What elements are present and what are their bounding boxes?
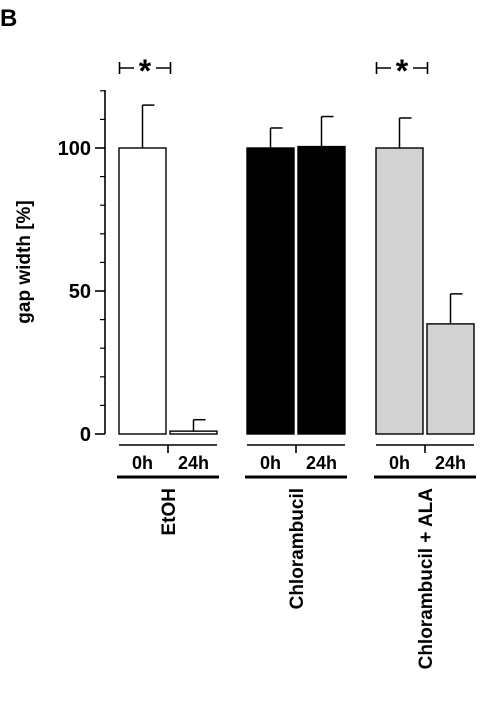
bar [375, 147, 424, 435]
bar [297, 145, 346, 435]
significance-gap [134, 58, 156, 78]
significance-gap [391, 58, 413, 78]
bar-label: 0h [260, 453, 281, 473]
bar [118, 147, 167, 435]
y-tick-label: 0 [80, 424, 91, 446]
bar-label: 24h [178, 453, 209, 473]
y-tick-label: 50 [69, 281, 91, 303]
group-label: Chlorambucil [287, 488, 308, 609]
significance-star: * [139, 53, 152, 89]
bar [426, 323, 475, 435]
significance-star: * [396, 53, 409, 89]
bar [169, 430, 218, 435]
bar-label: 24h [306, 453, 337, 473]
y-tick-label: 100 [58, 138, 91, 160]
bar-label: 0h [132, 453, 153, 473]
bar [246, 147, 295, 435]
axes: 0 50 100 [58, 58, 476, 479]
panel-label: B [0, 5, 17, 32]
group-label: EtOH [159, 488, 180, 536]
group-label: Chlorambucil + ALA [416, 488, 437, 670]
bar-label: 24h [435, 453, 466, 473]
bars [118, 104, 475, 435]
y-axis-label: gap width [%] [14, 200, 35, 323]
bar-label: 0h [389, 453, 410, 473]
labels: 0h 24h EtOH * 0h 24h Chlorambucil 0h 24h Chloramb… [132, 53, 466, 669]
